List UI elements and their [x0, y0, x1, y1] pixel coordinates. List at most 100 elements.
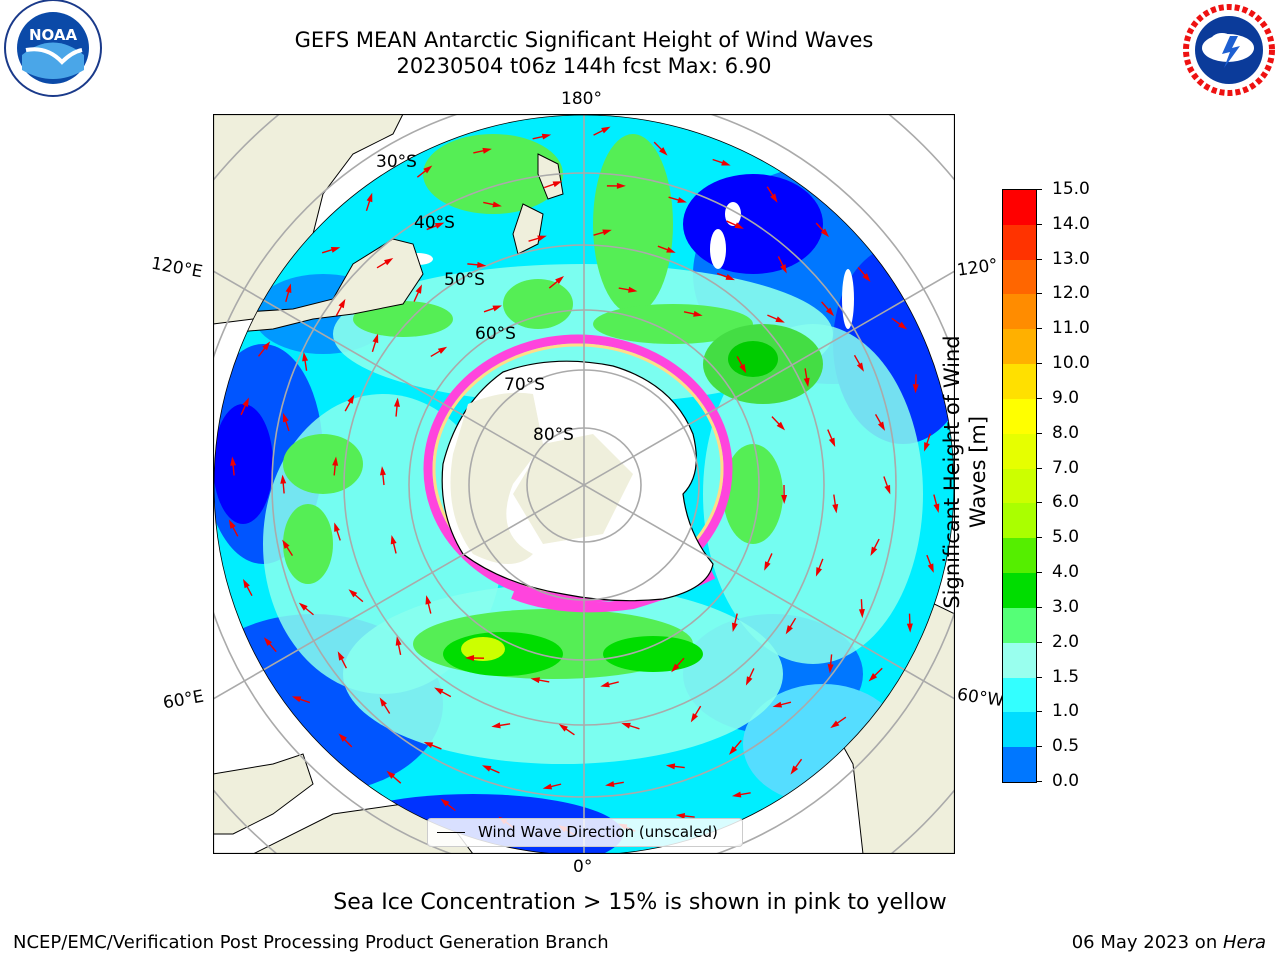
wave-arrow-head	[912, 384, 919, 394]
wave-arrow-head	[856, 362, 864, 372]
colorbar-tick-mark	[1036, 258, 1042, 260]
lon-label-60e: 60°E	[161, 686, 206, 714]
wave-arrow-head	[780, 264, 787, 274]
wave-arrow-head	[482, 147, 492, 154]
colorbar-tick-label: 11.0	[1052, 318, 1090, 339]
wave-arrow-head	[298, 602, 308, 611]
wave-arrow-head	[425, 595, 432, 605]
colorbar-tick-label: 0.5	[1052, 736, 1080, 757]
footer-host: Hera	[1222, 932, 1266, 953]
wave-arrow-head	[785, 625, 793, 635]
wave-arrow-head	[693, 310, 703, 317]
wave-arrow-head	[862, 273, 871, 282]
colorbar-tick-mark	[1036, 467, 1042, 469]
colorbar-tick-label: 4.0	[1052, 562, 1080, 583]
colorbar	[1002, 189, 1037, 783]
wave-arrow-head	[665, 763, 676, 770]
wave-arrow-head	[230, 456, 237, 466]
wave-arrow-head	[386, 770, 396, 779]
colorbar-tick-label: 9.0	[1052, 387, 1080, 408]
wave-arrow-head	[666, 246, 676, 253]
colorbar-segment	[1003, 294, 1036, 330]
svg-text:NOAA: NOAA	[29, 26, 78, 44]
lon-label-180: 180°	[561, 89, 602, 109]
colorbar-segment	[1003, 642, 1036, 678]
wave-arrow-head	[282, 539, 290, 549]
wave-arrow-head	[334, 522, 340, 532]
colorbar-tick-label: 7.0	[1052, 457, 1080, 478]
wave-arrow-head	[830, 720, 840, 729]
colorbar-tick-mark	[1036, 781, 1042, 782]
wave-arrow-head	[659, 147, 668, 156]
colorbar-tick-label: 13.0	[1052, 248, 1090, 269]
colorbar-segment	[1003, 503, 1036, 539]
wave-arrow-head	[530, 677, 540, 684]
wave-arrow-head	[781, 494, 788, 504]
wave-arrow-head	[601, 126, 611, 134]
colorbar-tick-mark	[1036, 397, 1042, 399]
wave-arrow-head	[927, 563, 934, 573]
colorbar-segment	[1003, 573, 1036, 608]
lon-label-120e: 120°E	[149, 253, 205, 283]
wave-arrow-head	[616, 182, 626, 189]
colorbar-tick-mark	[1036, 328, 1042, 330]
map-legend: Wind Wave Direction (unscaled)	[427, 818, 743, 847]
footer-date-text: 06 May 2023 on	[1071, 932, 1223, 953]
colorbar-tick-mark	[1036, 363, 1042, 365]
wave-arrow-head	[677, 197, 687, 203]
wave-arrow-head	[372, 333, 379, 344]
colorbar-segment	[1003, 712, 1036, 748]
colorbar-tick-mark	[1036, 293, 1042, 295]
wave-arrow-head	[602, 229, 612, 236]
colorbar-label-line2: Waves [m]	[966, 415, 990, 529]
colorbar-segment	[1003, 329, 1036, 365]
lat-label-60s: 60°S	[475, 324, 516, 344]
wave-arrow-head	[671, 663, 680, 673]
ice-caption: Sea Ice Concentration > 15% is shown in …	[333, 890, 947, 915]
wave-arrow-head	[731, 791, 742, 798]
footer-date: 06 May 2023 on Hera	[1072, 932, 1266, 953]
colorbar-tick-label: 6.0	[1052, 492, 1080, 513]
wave-arrow-head	[552, 181, 563, 188]
colorbar-tick-mark	[1036, 606, 1042, 608]
wave-arrow-head	[477, 261, 487, 268]
wave-arrow-head	[302, 352, 309, 362]
wave-arrow-head	[827, 664, 834, 674]
colorbar-tick-label: 3.0	[1052, 596, 1080, 617]
colorbar-tick-mark	[1036, 641, 1042, 643]
wave-arrow-head	[280, 474, 287, 484]
colorbar-tick-label: 1.5	[1052, 666, 1080, 687]
wave-arrow-head	[725, 274, 735, 281]
wave-arrow-head	[628, 286, 638, 293]
colorbar-tick-mark	[1036, 746, 1042, 748]
wave-arrow-head	[815, 567, 822, 577]
colorbar-tick-mark	[1036, 572, 1042, 574]
colorbar-segment	[1003, 538, 1036, 574]
wave-arrow-head	[465, 655, 475, 662]
wave-arrow-head	[437, 346, 448, 354]
footer-credit: NCEP/EMC/Verification Post Processing Pr…	[13, 932, 609, 953]
colorbar-segment	[1003, 677, 1036, 713]
colorbar-segment	[1003, 433, 1036, 469]
wave-arrow-head	[228, 519, 236, 529]
wave-arrow-head	[440, 798, 450, 807]
wave-arrow-head	[933, 503, 940, 513]
wave-arrow-head	[283, 412, 289, 423]
colorbar-segment	[1003, 398, 1036, 434]
wave-arrow-head	[775, 316, 785, 323]
colorbar-tick-mark	[1036, 432, 1042, 434]
colorbar-segment	[1003, 747, 1036, 783]
wave-arrow-head	[884, 484, 891, 495]
lat-label-30s: 30°S	[376, 152, 417, 172]
wave-arrow-head	[770, 193, 778, 203]
wave-arrow-head	[541, 133, 552, 140]
wave-arrow-head	[338, 298, 346, 309]
wave-arrow-head	[621, 722, 631, 729]
map-panel: Wind Wave Direction (unscaled)	[212, 113, 956, 855]
colorbar-segment	[1003, 364, 1036, 399]
colorbar-tick-label: 5.0	[1052, 527, 1080, 548]
lat-label-80s: 80°S	[533, 425, 574, 445]
wave-arrow-head	[491, 722, 501, 729]
wave-arrow-head	[803, 377, 810, 388]
wave-arrow-head	[423, 165, 433, 174]
